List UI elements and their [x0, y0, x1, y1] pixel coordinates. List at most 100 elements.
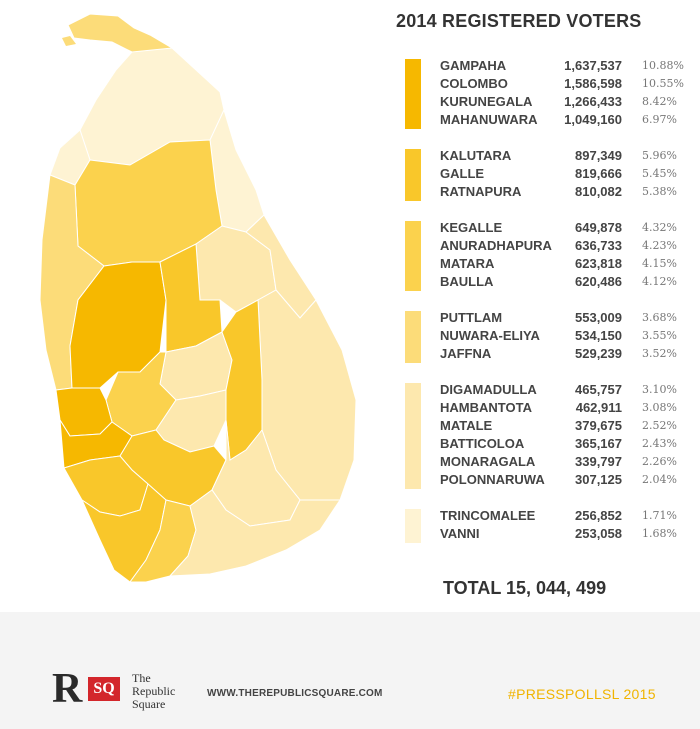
logo-line: The: [132, 671, 151, 685]
district-share: 10.88%: [642, 59, 684, 72]
district-share: 10.55%: [642, 77, 684, 90]
logo-line: Republic: [132, 684, 176, 698]
district-share: 3.52%: [642, 347, 677, 360]
legend-color-band: [405, 221, 421, 291]
district-name: HAMBANTOTA: [440, 400, 532, 415]
district-share: 2.04%: [642, 473, 677, 486]
district-votes: 462,911: [575, 400, 622, 415]
district-row: KALUTARA 897,349 5.96%: [440, 147, 680, 165]
district-votes: 365,167: [575, 436, 622, 451]
logo-text: The Republic Square: [132, 672, 182, 711]
legend-color-band: [405, 383, 421, 489]
footer: [0, 612, 700, 729]
district-row: HAMBANTOTA 462,911 3.08%: [440, 399, 680, 417]
district-row: MATALE 379,675 2.52%: [440, 417, 680, 435]
district-share: 8.42%: [642, 95, 677, 108]
legend-color-band: [405, 59, 421, 129]
legend-color-band: [405, 311, 421, 363]
district-row: KEGALLE 649,878 4.32%: [440, 219, 680, 237]
district-row: KURUNEGALA 1,266,433 8.42%: [440, 93, 680, 111]
district-name: COLOMBO: [440, 76, 508, 91]
total-voters: TOTAL 15, 044, 499: [443, 578, 607, 598]
district-row: MATARA 623,818 4.15%: [440, 255, 680, 273]
district-name: VANNI: [440, 526, 480, 541]
district-share: 4.15%: [642, 257, 677, 270]
district-name: RATNAPURA: [440, 184, 522, 199]
logo-r-letter: R: [52, 666, 83, 712]
district-share: 2.52%: [642, 419, 677, 432]
map-district-jaffna: [67, 13, 173, 56]
district-row: MONARAGALA 339,797 2.26%: [440, 453, 680, 471]
district-name: BAULLA: [440, 274, 494, 289]
logo-sq-badge: SQ: [88, 677, 120, 701]
district-share: 2.26%: [642, 455, 677, 468]
district-name: JAFFNA: [440, 346, 492, 361]
district-name: GAMPAHA: [440, 58, 507, 73]
district-row: ANURADHAPURA 636,733 4.23%: [440, 237, 680, 255]
district-votes: 1,586,598: [564, 76, 622, 91]
district-row: POLONNARUWA 307,125 2.04%: [440, 471, 680, 489]
map-island: [62, 36, 76, 46]
logo-line: Square: [132, 697, 166, 711]
district-votes: 623,818: [575, 256, 622, 271]
sri-lanka-map: [39, 13, 357, 583]
district-row: RATNAPURA 810,082 5.38%: [440, 183, 680, 201]
district-votes: 1,266,433: [564, 94, 622, 109]
district-row: VANNI 253,058 1.68%: [440, 525, 680, 543]
district-votes: 465,757: [575, 382, 622, 397]
district-votes: 1,637,537: [564, 58, 622, 73]
district-votes: 819,666: [575, 166, 622, 181]
district-share: 1.71%: [642, 509, 677, 522]
district-row: BATTICOLOA 365,167 2.43%: [440, 435, 680, 453]
district-share: 3.55%: [642, 329, 677, 342]
district-row: DIGAMADULLA 465,757 3.10%: [440, 381, 680, 399]
website-link[interactable]: WWW.THEREPUBLICSQUARE.COM: [207, 688, 383, 699]
district-name: BATTICOLOA: [440, 436, 525, 451]
district-row: GALLE 819,666 5.45%: [440, 165, 680, 183]
district-share: 2.43%: [642, 437, 677, 450]
district-name: KALUTARA: [440, 148, 512, 163]
district-row: NUWARA-ELIYA 534,150 3.55%: [440, 327, 680, 345]
chart-title: 2014 REGISTERED VOTERS: [396, 11, 642, 31]
district-votes: 1,049,160: [564, 112, 622, 127]
district-votes: 534,150: [575, 328, 622, 343]
district-name: MAHANUWARA: [440, 112, 538, 127]
district-row: JAFFNA 529,239 3.52%: [440, 345, 680, 363]
district-share: 4.23%: [642, 239, 677, 252]
district-row: GAMPAHA 1,637,537 10.88%: [440, 57, 684, 75]
district-row: BAULLA 620,486 4.12%: [440, 273, 680, 291]
district-name: MONARAGALA: [440, 454, 536, 469]
district-share: 5.96%: [642, 149, 677, 162]
district-name: NUWARA-ELIYA: [440, 328, 540, 343]
district-share: 1.68%: [642, 527, 677, 540]
district-votes: 897,349: [575, 148, 622, 163]
district-share: 4.12%: [642, 275, 677, 288]
district-votes: 529,239: [575, 346, 622, 361]
district-name: KEGALLE: [440, 220, 503, 235]
district-name: POLONNARUWA: [440, 472, 545, 487]
district-votes: 339,797: [575, 454, 622, 469]
district-name: MATALE: [440, 418, 493, 433]
district-name: PUTTLAM: [440, 310, 503, 325]
district-votes: 649,878: [575, 220, 622, 235]
district-share: 5.45%: [642, 167, 677, 180]
district-votes: 620,486: [575, 274, 622, 289]
district-row: TRINCOMALEE 256,852 1.71%: [440, 507, 680, 525]
district-name: GALLE: [440, 166, 485, 181]
legend-color-band: [405, 149, 421, 201]
hashtag: #PRESSPOLLSL 2015: [508, 686, 656, 702]
district-share: 3.08%: [642, 401, 677, 414]
district-votes: 256,852: [575, 508, 622, 523]
district-row: COLOMBO 1,586,598 10.55%: [440, 75, 684, 93]
legend-color-band: [405, 509, 421, 543]
district-votes: 810,082: [575, 184, 622, 199]
district-row: MAHANUWARA 1,049,160 6.97%: [440, 111, 680, 129]
district-votes: 636,733: [575, 238, 622, 253]
district-name: MATARA: [440, 256, 495, 271]
district-votes: 253,058: [575, 526, 622, 541]
district-votes: 307,125: [575, 472, 622, 487]
district-name: DIGAMADULLA: [440, 382, 537, 397]
district-votes: 553,009: [575, 310, 622, 325]
map-district-hambantota: [168, 489, 341, 577]
district-share: 5.38%: [642, 185, 677, 198]
